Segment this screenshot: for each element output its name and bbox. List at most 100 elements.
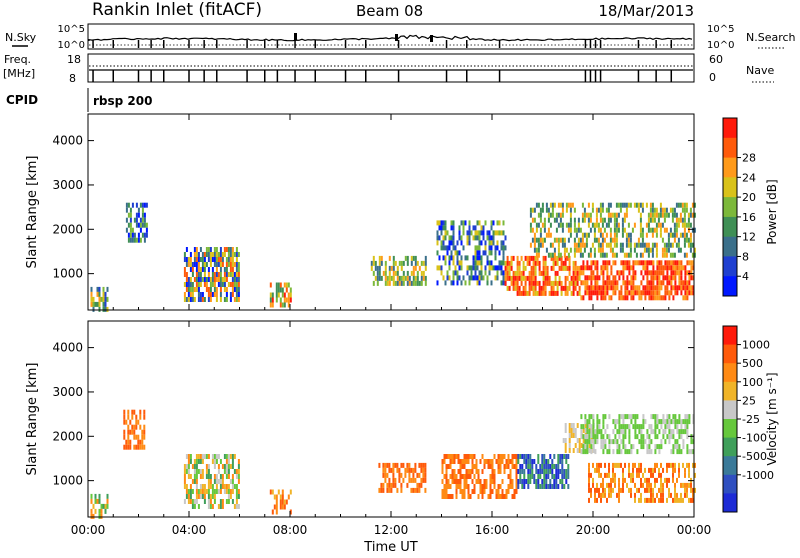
x-tick-label: 08:00: [273, 523, 308, 537]
heatmap-cell: [636, 487, 638, 493]
heatmap-cell: [503, 494, 506, 499]
heatmap-cell: [102, 503, 105, 509]
heatmap-cell: [632, 270, 635, 276]
heatmap-cell: [587, 252, 590, 258]
heatmap-cell: [460, 255, 463, 261]
heatmap-cell: [594, 487, 596, 493]
heatmap-cell: [548, 280, 551, 286]
heatmap-cell: [670, 270, 673, 276]
heatmap-cell: [143, 232, 146, 238]
heatmap-cell: [123, 429, 126, 435]
heatmap-cell: [664, 429, 667, 435]
heatmap-cell: [615, 242, 618, 248]
velocity-heatmap: [90, 409, 696, 519]
heatmap-cell: [557, 202, 560, 208]
heatmap-cell: [510, 280, 513, 286]
heatmap-cell: [233, 282, 236, 287]
heatmap-cell: [463, 454, 466, 459]
y-tick-label: 3000: [52, 178, 83, 192]
colorbar-swatch: [723, 216, 737, 238]
heatmap-cell: [582, 428, 585, 433]
heatmap-cell: [660, 260, 663, 266]
heatmap-cell: [227, 257, 230, 262]
heatmap-cell: [467, 484, 470, 489]
heatmap-cell: [539, 217, 542, 223]
heatmap-cell: [593, 247, 596, 253]
heatmap-cell: [682, 265, 685, 271]
velocity-colorbar-label: Velocity [m s⁻¹]: [765, 372, 779, 465]
heatmap-cell: [670, 449, 673, 455]
heatmap-cell: [676, 492, 678, 498]
heatmap-cell: [416, 487, 419, 493]
heatmap-cell: [455, 489, 458, 494]
heatmap-cell: [474, 225, 477, 231]
heatmap-cell: [592, 448, 595, 453]
heatmap-cell: [557, 212, 560, 218]
heatmap-cell: [581, 252, 584, 258]
heatmap-cell: [691, 202, 694, 208]
heatmap-cell: [410, 280, 413, 286]
heatmap-cell: [586, 444, 589, 450]
heatmap-cell: [693, 247, 696, 253]
heatmap-cell: [90, 296, 93, 302]
heatmap-cell: [657, 212, 660, 218]
heatmap-cell: [642, 482, 644, 488]
heatmap-cell: [678, 260, 681, 266]
heatmap-cell: [145, 227, 148, 233]
heatmap-cell: [96, 498, 99, 504]
heatmap-cell: [468, 265, 471, 271]
heatmap-cell: [191, 504, 194, 509]
heatmap-cell: [624, 285, 627, 291]
heatmap-cell: [452, 240, 455, 246]
heatmap-cell: [517, 484, 520, 489]
heatmap-cell: [183, 272, 186, 277]
heatmap-cell: [612, 477, 614, 483]
heatmap-cell: [611, 237, 614, 243]
heatmap-cell: [488, 235, 491, 241]
heatmap-cell: [595, 207, 598, 213]
heatmap-cell: [612, 462, 614, 468]
heatmap-cell: [622, 270, 625, 276]
heatmap-cell: [590, 290, 593, 296]
heatmap-cell: [608, 492, 610, 498]
heatmap-cell: [448, 265, 451, 271]
heatmap-cell: [653, 212, 656, 218]
heatmap-cell: [632, 285, 635, 291]
heatmap-cell: [646, 285, 649, 291]
heatmap-cell: [602, 444, 605, 450]
heatmap-cell: [137, 434, 140, 440]
colorbar-tick-label: -1000: [742, 469, 774, 482]
heatmap-cell: [683, 222, 686, 228]
heatmap-cell: [219, 474, 222, 479]
heatmap-cell: [504, 265, 507, 271]
heatmap-cell: [690, 285, 693, 291]
heatmap-cell: [580, 295, 583, 301]
heatmap-cell: [676, 419, 679, 425]
heatmap-cell: [578, 265, 581, 271]
heatmap-cell: [215, 257, 218, 262]
heatmap-cell: [400, 265, 403, 271]
heatmap-cell: [592, 260, 595, 266]
heatmap-cell: [523, 474, 526, 479]
heatmap-cell: [663, 217, 666, 223]
heatmap-cell: [443, 484, 446, 489]
heatmap-cell: [602, 419, 605, 425]
heatmap-cell: [400, 487, 403, 493]
heatmap-cell: [645, 242, 648, 248]
heatmap-cell: [211, 277, 214, 282]
heatmap-cell: [672, 497, 674, 503]
heatmap-cell: [582, 424, 585, 430]
heatmap-cell: [436, 240, 439, 246]
heatmap-cell: [221, 484, 224, 489]
heatmap-cell: [490, 265, 493, 271]
heatmap-cell: [221, 464, 224, 469]
heatmap-cell: [489, 459, 492, 464]
heatmap-cell: [620, 487, 622, 493]
heatmap-cell: [197, 287, 200, 292]
heatmap-cell: [615, 232, 618, 238]
heatmap-cell: [684, 414, 687, 420]
heatmap-cell: [670, 285, 673, 291]
heatmap-cell: [588, 295, 591, 301]
heatmap-cell: [650, 449, 653, 455]
heatmap-cell: [525, 459, 528, 464]
